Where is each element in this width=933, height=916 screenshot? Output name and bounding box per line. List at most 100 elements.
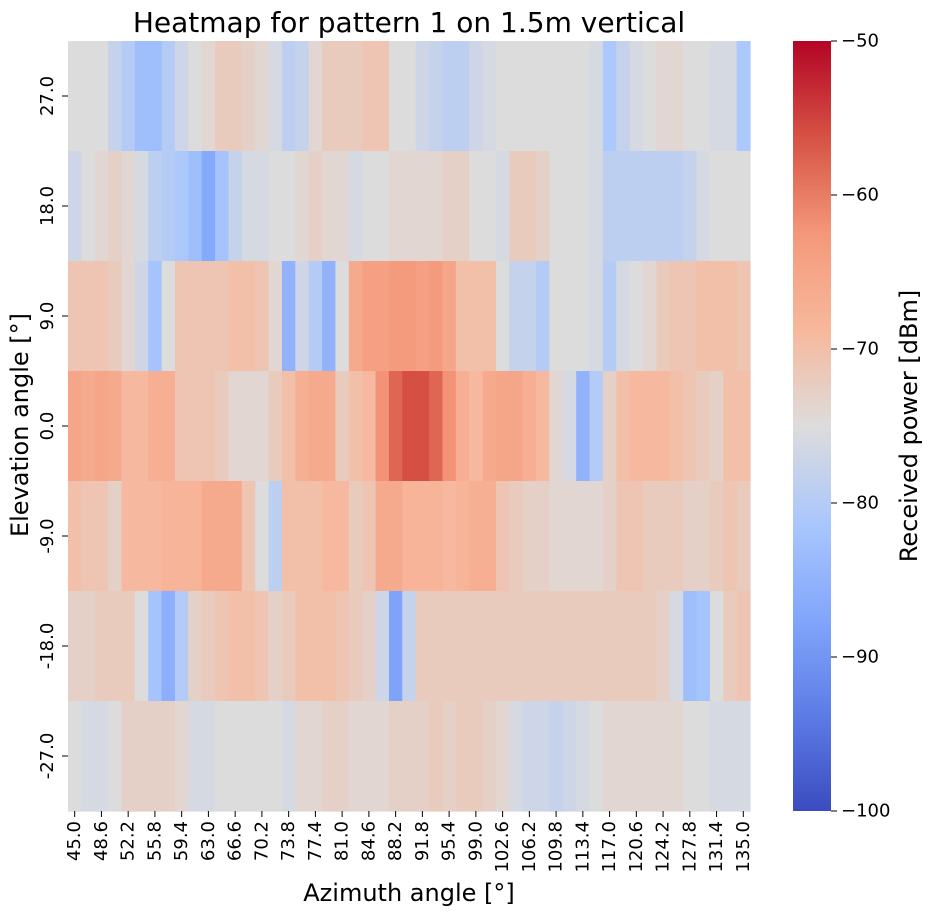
heatmap-cell [134, 261, 149, 372]
heatmap-cell [121, 701, 136, 812]
heatmap-cell [602, 151, 617, 262]
heatmap-cell [656, 481, 671, 592]
x-tick-label: 84.6 [358, 821, 379, 861]
heatmap-cell [348, 41, 363, 152]
heatmap-cell [335, 41, 350, 152]
x-tick-label: 127.8 [679, 821, 700, 873]
heatmap-cell [549, 371, 564, 482]
heatmap-cell [629, 41, 644, 152]
heatmap-cell [281, 481, 296, 592]
heatmap-cell [576, 371, 591, 482]
heatmap-cell [549, 261, 564, 372]
heatmap-cell [161, 701, 176, 812]
heatmap-cell [215, 371, 230, 482]
heatmap-cell [455, 701, 470, 812]
heatmap-cell [335, 481, 350, 592]
heatmap-cell [469, 371, 484, 482]
heatmap-cell [174, 481, 189, 592]
heatmap-cell [148, 591, 163, 702]
heatmap-cell [268, 151, 283, 262]
heatmap-cell [415, 41, 430, 152]
heatmap-cell [388, 481, 403, 592]
heatmap-cell [94, 151, 109, 262]
heatmap-cell [402, 481, 417, 592]
heatmap-cell [589, 151, 604, 262]
heatmap-cell [255, 371, 270, 482]
heatmap-cell [455, 591, 470, 702]
heatmap-cell [589, 41, 604, 152]
heatmap-cell [723, 481, 738, 592]
heatmap-cell [495, 371, 510, 482]
heatmap-cell [602, 371, 617, 482]
heatmap-cell [522, 371, 537, 482]
heatmap-cell [322, 701, 337, 812]
heatmap-cell [549, 701, 564, 812]
heatmap-cells [68, 41, 751, 812]
heatmap-cell [375, 151, 390, 262]
heatmap-cell [696, 41, 711, 152]
heatmap-cell [68, 371, 82, 482]
heatmap-cell [536, 41, 551, 152]
heatmap-cell [616, 41, 631, 152]
heatmap-cell [736, 371, 751, 482]
heatmap-cell [134, 591, 149, 702]
heatmap-cell [616, 261, 631, 372]
heatmap-cell [469, 261, 484, 372]
heatmap-cell [723, 261, 738, 372]
heatmap-cell [295, 151, 310, 262]
heatmap-cell [388, 261, 403, 372]
heatmap-cell [683, 41, 698, 152]
heatmap-cell [455, 151, 470, 262]
heatmap-cell [415, 261, 430, 372]
heatmap-cell [241, 591, 256, 702]
x-tick-label: 66.6 [225, 821, 246, 861]
heatmap-cell [723, 591, 738, 702]
heatmap-cell [188, 151, 203, 262]
heatmap-cell [228, 371, 243, 482]
heatmap-cell [509, 151, 524, 262]
heatmap-cell [549, 151, 564, 262]
heatmap-cell [562, 591, 577, 702]
heatmap-cell [255, 151, 270, 262]
heatmap-cell [536, 591, 551, 702]
x-tick-label: 77.4 [305, 821, 326, 861]
colorbar-tick-label: −100 [841, 801, 890, 822]
heatmap-cell [174, 151, 189, 262]
heatmap-cell [335, 261, 350, 372]
heatmap-cell [308, 261, 323, 372]
heatmap-cell [562, 481, 577, 592]
heatmap-cell [656, 591, 671, 702]
x-tick-label: 48.6 [91, 821, 112, 861]
heatmap-cell [629, 701, 644, 812]
heatmap-cell [81, 151, 96, 262]
heatmap-cell [429, 481, 444, 592]
heatmap-cell [602, 481, 617, 592]
heatmap-cell [643, 701, 657, 812]
heatmap-cell [335, 151, 350, 262]
heatmap-cell [536, 481, 551, 592]
heatmap-cell [375, 261, 390, 372]
heatmap-cell [322, 481, 337, 592]
heatmap-cell [576, 591, 591, 702]
heatmap-cell [696, 481, 711, 592]
heatmap-cell [683, 151, 698, 262]
heatmap-cell [415, 701, 430, 812]
heatmap-cell [495, 151, 510, 262]
heatmap-cell [736, 701, 751, 812]
heatmap-cell [669, 701, 684, 812]
heatmap-cell [161, 41, 176, 152]
heatmap-cell [429, 261, 444, 372]
heatmap-cell [562, 151, 577, 262]
heatmap-cell [241, 481, 256, 592]
heatmap-cell [509, 481, 524, 592]
heatmap-cell [442, 701, 457, 812]
colorbar [793, 41, 831, 811]
x-tick-label: 55.8 [144, 821, 165, 861]
x-tick-label: 120.6 [626, 821, 647, 873]
heatmap-cell [495, 261, 510, 372]
heatmap-cell [482, 701, 497, 812]
heatmap-cell [94, 591, 109, 702]
heatmap-cell [268, 701, 283, 812]
heatmap-cell [643, 371, 657, 482]
heatmap-cell [241, 371, 256, 482]
